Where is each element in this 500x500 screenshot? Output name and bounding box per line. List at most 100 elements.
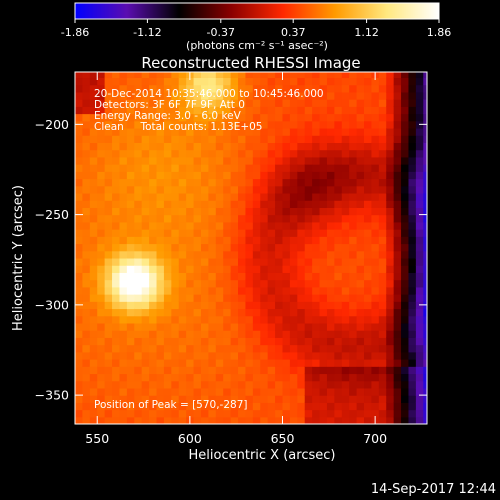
heatmap-cell	[378, 416, 387, 424]
heatmap-cell	[319, 279, 328, 288]
heatmap-cell	[356, 192, 365, 201]
heatmap-cell	[134, 344, 143, 353]
heatmap-cell	[371, 265, 380, 273]
heatmap-cell	[364, 416, 373, 424]
heatmap-cell	[119, 373, 128, 382]
heatmap-cell	[356, 387, 365, 396]
heatmap-cell	[149, 200, 158, 208]
heatmap-cell	[275, 207, 284, 216]
heatmap-cell	[252, 84, 261, 93]
heatmap-cell	[149, 207, 158, 216]
heatmap-cell	[230, 207, 239, 216]
heatmap-cell	[141, 214, 150, 223]
heatmap-cell	[289, 351, 298, 360]
heatmap-cell	[289, 380, 298, 389]
heatmap-cell	[149, 387, 158, 396]
heatmap-cell	[282, 286, 291, 295]
heatmap-cell	[163, 229, 172, 237]
heatmap-cell	[386, 156, 395, 165]
heatmap-cell	[89, 185, 98, 194]
heatmap-cell	[171, 84, 180, 93]
heatmap-cell	[126, 178, 135, 187]
heatmap-cell	[282, 409, 291, 418]
heatmap-cell	[97, 286, 106, 295]
heatmap-cell	[186, 315, 195, 324]
heatmap-cell	[186, 243, 195, 252]
heatmap-cell	[267, 265, 276, 273]
heatmap-cell	[408, 322, 417, 331]
heatmap-cell	[356, 214, 365, 223]
heatmap-cell	[82, 91, 91, 100]
heatmap-cell	[245, 344, 254, 353]
heatmap-cell	[289, 106, 298, 115]
heatmap-cell	[238, 72, 247, 79]
heatmap-cell	[156, 250, 165, 259]
heatmap-cell	[223, 192, 232, 201]
heatmap-cell	[126, 236, 135, 245]
heatmap-cell	[134, 171, 143, 180]
heatmap-cell	[238, 164, 247, 172]
heatmap-cell	[371, 294, 380, 302]
heatmap-cell	[297, 120, 306, 129]
heatmap-cell	[282, 337, 291, 346]
heatmap-cell	[82, 120, 91, 129]
heatmap-cell	[178, 402, 187, 411]
heatmap-cell	[171, 229, 180, 237]
heatmap-cell	[126, 409, 135, 418]
heatmap-cell	[275, 294, 284, 302]
heatmap-cell	[215, 387, 224, 396]
heatmap-cell	[82, 337, 91, 346]
heatmap-cell	[275, 214, 284, 223]
heatmap-cell	[415, 171, 424, 180]
heatmap-cell	[126, 200, 135, 208]
heatmap-cell	[75, 72, 84, 79]
heatmap-cell	[119, 84, 128, 93]
heatmap-cell	[149, 366, 158, 375]
heatmap-cell	[171, 272, 180, 281]
heatmap-cell	[156, 77, 165, 86]
heatmap-cell	[238, 416, 247, 424]
heatmap-cell	[163, 164, 172, 172]
heatmap-cell	[178, 243, 187, 252]
heatmap-cell	[208, 120, 217, 129]
heatmap-cell	[134, 359, 143, 367]
heatmap-cell	[104, 315, 113, 324]
colorbar-tick-label: 1.12	[354, 26, 379, 39]
heatmap-cell	[334, 373, 343, 382]
heatmap-cell	[119, 127, 128, 136]
heatmap-cell	[104, 279, 113, 288]
heatmap-cell	[193, 200, 202, 208]
heatmap-cell	[260, 416, 269, 424]
heatmap-cell	[401, 279, 410, 288]
heatmap-cell	[275, 257, 284, 266]
heatmap-cell	[349, 185, 358, 194]
heatmap-cell	[252, 243, 261, 252]
heatmap-cell	[223, 294, 232, 302]
heatmap-cell	[171, 257, 180, 266]
heatmap-cell	[364, 272, 373, 281]
heatmap-cell	[75, 236, 84, 245]
heatmap-cell	[326, 120, 335, 129]
heatmap-cell	[97, 142, 106, 151]
heatmap-cell	[178, 409, 187, 418]
heatmap-cell	[275, 91, 284, 100]
heatmap-cell	[178, 113, 187, 122]
heatmap-cell	[393, 214, 402, 223]
heatmap-cell	[267, 402, 276, 411]
heatmap-cell	[119, 99, 128, 107]
heatmap-cell	[112, 250, 121, 259]
heatmap-cell	[141, 171, 150, 180]
heatmap-cell	[386, 149, 395, 158]
heatmap-cell	[364, 113, 373, 122]
heatmap-cell	[119, 330, 128, 338]
heatmap-cell	[386, 207, 395, 216]
heatmap-cell	[238, 142, 247, 151]
heatmap-cell	[215, 351, 224, 360]
heatmap-cell	[326, 265, 335, 273]
heatmap-cell	[215, 366, 224, 375]
heatmap-cell	[200, 315, 209, 324]
heatmap-cell	[104, 156, 113, 165]
heatmap-cell	[163, 185, 172, 194]
heatmap-cell	[178, 395, 187, 403]
heatmap-cell	[312, 257, 321, 266]
